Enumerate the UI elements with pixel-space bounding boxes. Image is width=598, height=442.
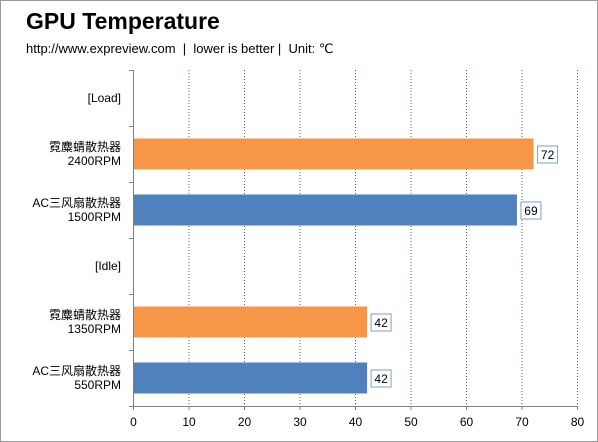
bar [134, 362, 368, 394]
x-tick-label: 0 [130, 415, 137, 429]
category-label: 1350RPM [68, 322, 121, 336]
data-label-box [537, 145, 559, 164]
bar [134, 138, 534, 170]
x-tick-label: 20 [238, 415, 252, 429]
data-label: 42 [374, 372, 388, 386]
chart-title: GPU Temperature [26, 8, 220, 34]
category-label: 2400RPM [68, 154, 121, 168]
bar [134, 306, 368, 338]
x-tick-label: 10 [182, 415, 196, 429]
category-label: AC三风扇散热器 [32, 195, 121, 210]
category-label: 霓麋蜻散热器 [49, 307, 121, 322]
data-label: 72 [541, 148, 555, 162]
category-label: [Idle] [95, 259, 121, 273]
category-label: [Load] [88, 91, 121, 105]
x-tick-label: 60 [460, 415, 474, 429]
x-tick-label: 40 [349, 415, 363, 429]
category-label: 550RPM [74, 378, 121, 392]
data-label-box [370, 313, 392, 332]
x-tick-label: 70 [515, 415, 529, 429]
bar [134, 194, 517, 226]
data-label-box [520, 201, 542, 220]
chart-subtitle: http://www.expreview.com | lower is bett… [26, 41, 334, 56]
x-tick-label: 30 [293, 415, 307, 429]
data-label-box [370, 369, 392, 388]
data-label: 69 [524, 204, 538, 218]
category-label: 霓麋蜻散热器 [49, 139, 121, 154]
data-label: 42 [374, 316, 388, 330]
x-tick-label: 80 [571, 415, 585, 429]
category-label: AC三风扇散热器 [32, 363, 121, 378]
x-tick-label: 50 [404, 415, 418, 429]
category-label: 1500RPM [68, 210, 121, 224]
